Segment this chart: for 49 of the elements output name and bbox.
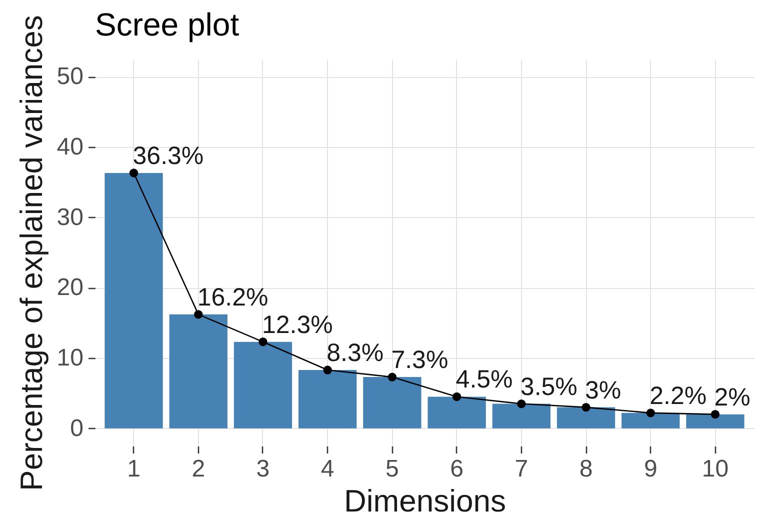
x-tick-label: 7 xyxy=(514,456,528,482)
data-label: 16.2% xyxy=(197,283,268,312)
x-axis-title: Dimensions xyxy=(344,484,506,518)
point xyxy=(452,392,462,402)
data-label: 3% xyxy=(585,376,622,404)
bar xyxy=(363,377,422,428)
x-tick-label: 6 xyxy=(450,456,464,482)
y-axis-title: Percentage of explained variances xyxy=(14,15,49,491)
x-tick-label: 9 xyxy=(644,456,658,482)
point xyxy=(258,338,268,346)
bar xyxy=(686,414,744,428)
data-label: 2.2% xyxy=(650,382,707,410)
x-tick-label: 3 xyxy=(256,456,270,482)
point xyxy=(323,366,332,374)
bar xyxy=(492,404,550,428)
x-tick-label: 5 xyxy=(386,456,399,482)
bar xyxy=(622,412,680,428)
data-label: 2% xyxy=(714,383,750,412)
y-tick-label: 40 xyxy=(56,133,84,160)
bar xyxy=(298,370,357,428)
y-tick-label: 0 xyxy=(70,414,84,442)
y-tick-label: 10 xyxy=(56,344,84,372)
x-tick-label: 4 xyxy=(320,456,334,482)
point xyxy=(388,372,397,382)
chart-title: Scree plot xyxy=(95,6,240,43)
point xyxy=(517,399,526,408)
x-tick-label: 10 xyxy=(702,456,729,482)
data-label: 8.3% xyxy=(326,339,384,368)
y-tick-label: 50 xyxy=(56,63,84,90)
data-label: 3.5% xyxy=(520,372,578,401)
point xyxy=(194,310,203,319)
bar xyxy=(104,172,163,428)
x-tick-label: 1 xyxy=(127,456,140,482)
data-label: 7.3% xyxy=(391,346,448,374)
data-label: 4.5% xyxy=(456,366,513,394)
point xyxy=(582,402,590,412)
bar xyxy=(556,407,616,428)
data-label: 12.3% xyxy=(262,310,333,339)
x-tick-label: 8 xyxy=(579,456,593,482)
point xyxy=(646,408,655,418)
bar xyxy=(169,314,228,428)
point xyxy=(710,410,720,419)
y-tick-label: 30 xyxy=(56,204,84,231)
y-tick-label: 20 xyxy=(56,274,84,302)
point xyxy=(129,168,138,178)
bar xyxy=(234,342,292,428)
x-tick-label: 2 xyxy=(192,456,206,482)
bar xyxy=(428,396,486,428)
data-label: 36.3% xyxy=(132,142,204,170)
